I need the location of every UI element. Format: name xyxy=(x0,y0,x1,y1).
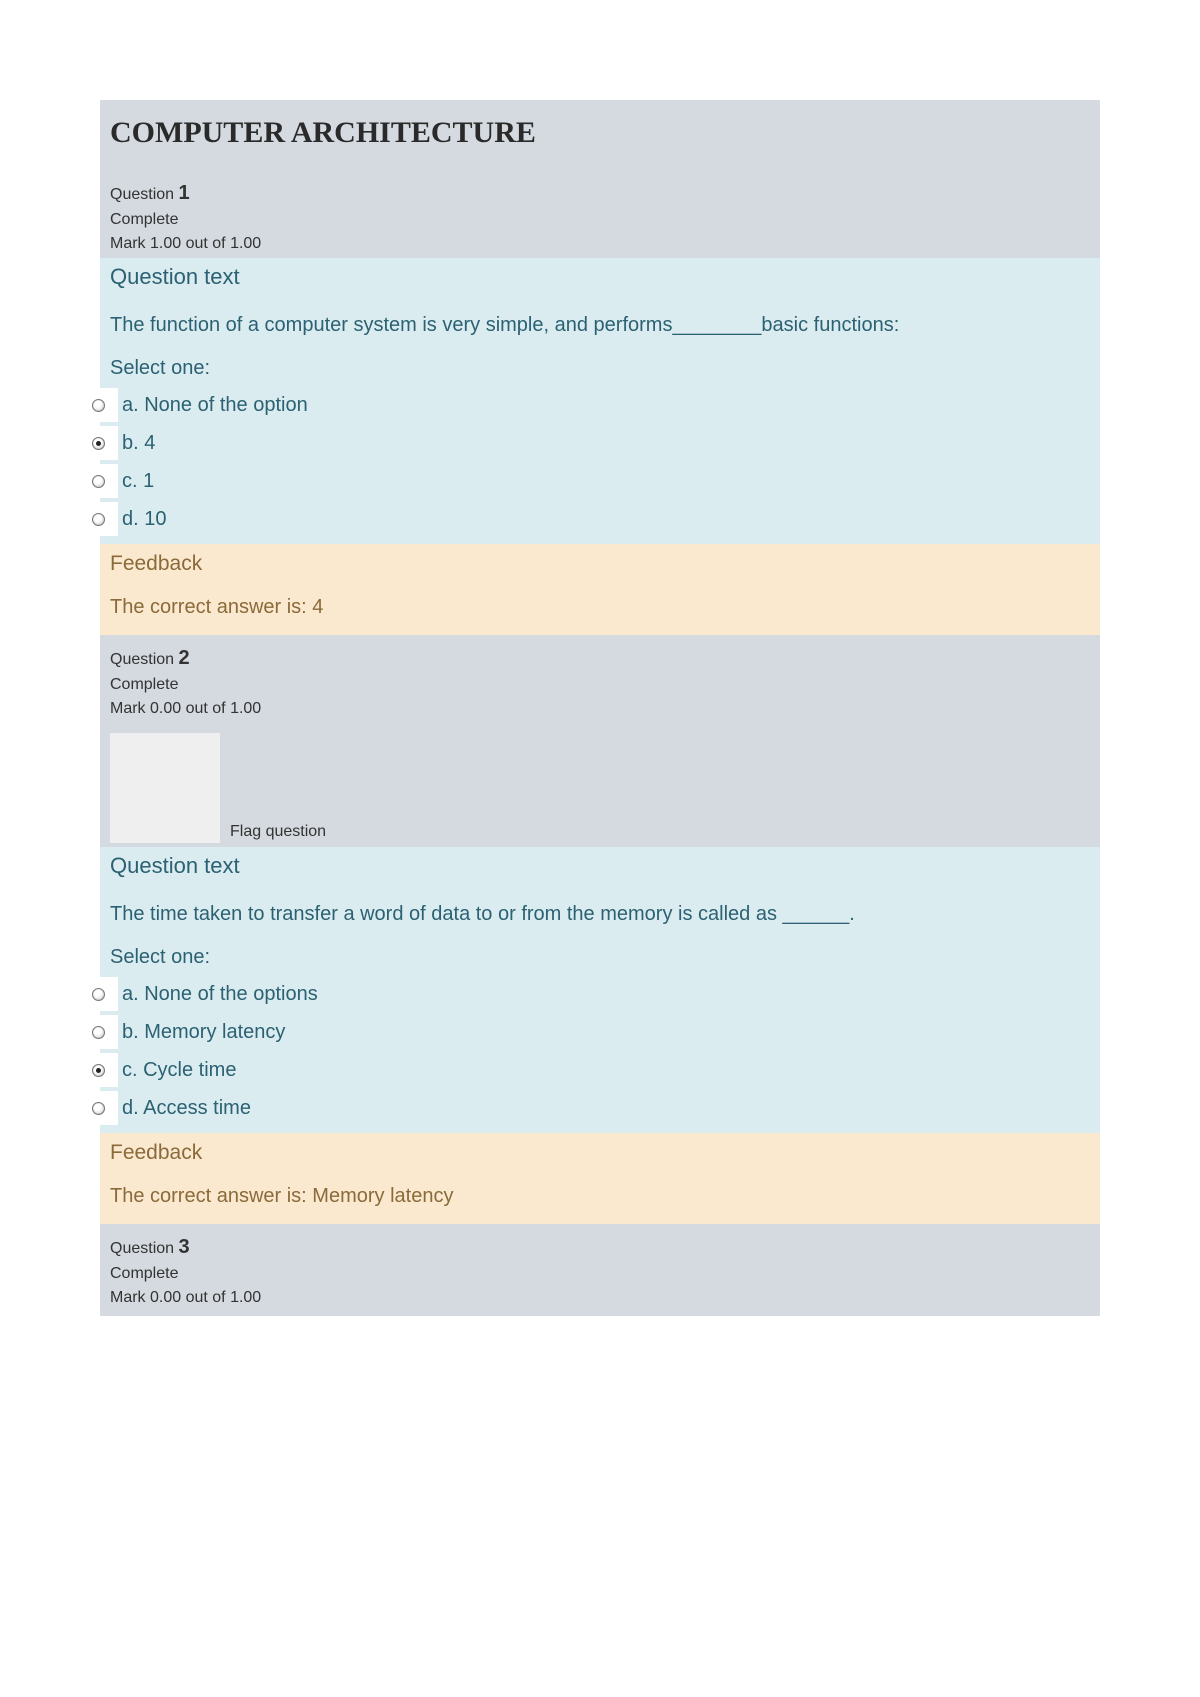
option-row[interactable]: c. 1 xyxy=(110,462,1090,500)
question-2-body: Question text The time taken to transfer… xyxy=(100,847,1100,1133)
radio-icon[interactable] xyxy=(92,1026,105,1039)
option-label: d. Access time xyxy=(118,1093,251,1123)
feedback-answer: The correct answer is: 4 xyxy=(110,596,1090,619)
select-one-label: Select one: xyxy=(110,946,1090,975)
flag-row: Flag question xyxy=(110,733,1090,843)
question-2-meta-block: Question 2 Complete Mark 0.00 out of 1.0… xyxy=(100,635,1100,847)
option-row[interactable]: b. Memory latency xyxy=(110,1013,1090,1051)
radio-icon[interactable] xyxy=(92,513,105,526)
question-number: 2 xyxy=(179,647,190,669)
question-1-options: a. None of the option b. 4 c. 1 d. 10 xyxy=(110,386,1090,538)
question-1-text: The function of a computer system is ver… xyxy=(110,312,1090,357)
question-2-feedback: Feedback The correct answer is: Memory l… xyxy=(100,1133,1100,1224)
question-mark: Mark 0.00 out of 1.00 xyxy=(110,697,1090,721)
question-number: 1 xyxy=(179,182,190,204)
option-row[interactable]: d. Access time xyxy=(110,1089,1090,1127)
option-label: b. 4 xyxy=(118,428,155,458)
option-row[interactable]: d. 10 xyxy=(110,500,1090,538)
feedback-heading: Feedback xyxy=(110,1139,1090,1185)
option-label: c. 1 xyxy=(118,466,154,496)
question-label: Question xyxy=(110,186,174,203)
question-status: Complete xyxy=(110,208,1090,232)
question-2-options: a. None of the options b. Memory latency… xyxy=(110,975,1090,1127)
option-row[interactable]: b. 4 xyxy=(110,424,1090,462)
question-1-feedback: Feedback The correct answer is: 4 xyxy=(100,544,1100,635)
question-number: 3 xyxy=(179,1236,190,1258)
header-block: COMPUTER ARCHITECTURE Question 1 Complet… xyxy=(100,100,1100,258)
page-title: COMPUTER ARCHITECTURE xyxy=(110,108,1090,178)
radio-icon[interactable] xyxy=(92,399,105,412)
feedback-heading: Feedback xyxy=(110,550,1090,596)
option-row[interactable]: a. None of the option xyxy=(110,386,1090,424)
question-1-body: Question text The function of a computer… xyxy=(100,258,1100,544)
radio-icon[interactable] xyxy=(92,475,105,488)
option-label: a. None of the options xyxy=(118,979,318,1009)
question-label: Question xyxy=(110,1240,174,1257)
question-1-meta: Question 1 Complete Mark 1.00 out of 1.0… xyxy=(110,178,1090,258)
option-row[interactable]: c. Cycle time xyxy=(110,1051,1090,1089)
quiz-document: COMPUTER ARCHITECTURE Question 1 Complet… xyxy=(100,100,1100,1316)
question-label: Question xyxy=(110,651,174,668)
question-text-heading: Question text xyxy=(110,260,1090,312)
radio-icon[interactable] xyxy=(92,1064,105,1077)
flag-image-placeholder xyxy=(110,733,220,843)
radio-icon[interactable] xyxy=(92,1102,105,1115)
option-row[interactable]: a. None of the options xyxy=(110,975,1090,1013)
option-label: b. Memory latency xyxy=(118,1017,285,1047)
radio-icon[interactable] xyxy=(92,437,105,450)
option-label: d. 10 xyxy=(118,504,166,534)
feedback-answer: The correct answer is: Memory latency xyxy=(110,1185,1090,1208)
question-3-meta-block: Question 3 Complete Mark 0.00 out of 1.0… xyxy=(100,1224,1100,1316)
option-label: c. Cycle time xyxy=(118,1055,236,1085)
question-2-text: The time taken to transfer a word of dat… xyxy=(110,901,1090,946)
question-mark: Mark 0.00 out of 1.00 xyxy=(110,1286,1090,1310)
question-2-meta: Question 2 Complete Mark 0.00 out of 1.0… xyxy=(110,643,1090,723)
radio-icon[interactable] xyxy=(92,988,105,1001)
question-status: Complete xyxy=(110,673,1090,697)
question-mark: Mark 1.00 out of 1.00 xyxy=(110,232,1090,256)
question-text-heading: Question text xyxy=(110,849,1090,901)
flag-question-label[interactable]: Flag question xyxy=(220,823,326,843)
question-status: Complete xyxy=(110,1262,1090,1286)
select-one-label: Select one: xyxy=(110,357,1090,386)
option-label: a. None of the option xyxy=(118,390,308,420)
question-3-meta: Question 3 Complete Mark 0.00 out of 1.0… xyxy=(110,1232,1090,1312)
